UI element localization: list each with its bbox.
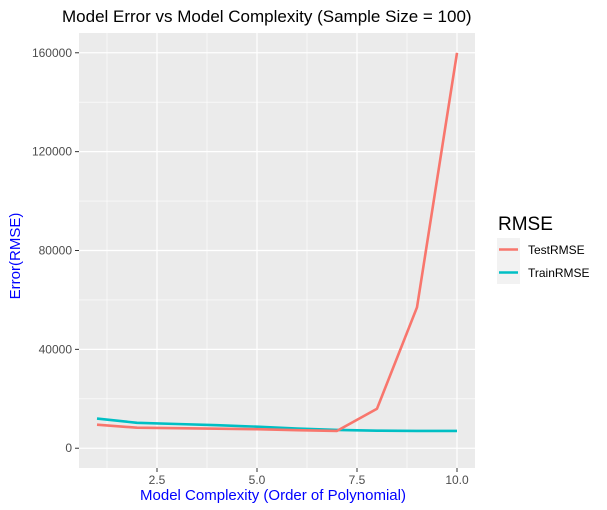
y-tick-label: 80000 (39, 244, 73, 258)
legend-label: TestRMSE (528, 243, 585, 257)
x-tick-label: 10.0 (445, 473, 469, 487)
series-layer (96, 52, 459, 433)
legend: RMSE TestRMSE TrainRMSE (497, 214, 590, 284)
x-axis-ticks: 2.5 5.0 7.5 10.0 (149, 468, 469, 487)
y-tick-label: 160000 (32, 46, 72, 60)
y-tick-label: 120000 (32, 145, 72, 159)
x-axis-title: Model Complexity (Order of Polynomial) (140, 487, 406, 504)
legend-label: TrainRMSE (528, 266, 590, 280)
series-line-trainrmse (96, 417, 457, 433)
y-tick-label: 0 (65, 441, 72, 455)
legend-title: RMSE (498, 214, 553, 235)
x-tick-label: 2.5 (149, 473, 166, 487)
y-tick-label: 40000 (39, 342, 73, 356)
y-axis-title: Error(RMSE) (7, 213, 24, 300)
chart-title: Model Error vs Model Complexity (Sample … (62, 7, 472, 26)
grid-major (79, 33, 475, 468)
x-tick-label: 5.0 (249, 473, 266, 487)
y-axis-ticks: 0 40000 80000 120000 160000 (32, 46, 79, 455)
series-line-testrmse (96, 52, 459, 433)
x-tick-label: 7.5 (349, 473, 366, 487)
